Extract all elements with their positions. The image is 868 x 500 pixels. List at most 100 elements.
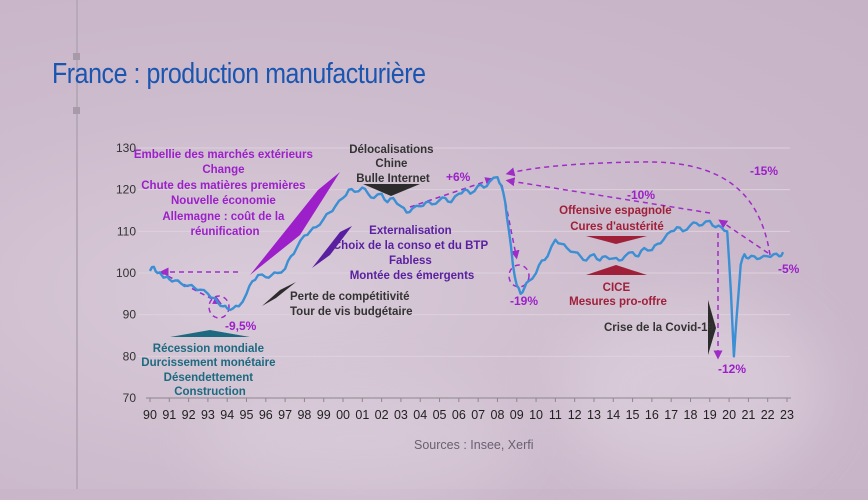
x-tick-label: 05 [433,408,447,422]
decorative-marker [73,107,80,114]
x-tick-label: 09 [510,408,524,422]
x-tick-label: 10 [529,408,543,422]
arrow-cice [586,265,647,275]
pct-label-15: -15% [750,164,778,178]
x-tick-label: 12 [568,408,582,422]
x-tick-label: 90 [143,408,157,422]
svg-text:Crise de la Covid-19: Crise de la Covid-19 [604,322,714,334]
x-tick-label: 01 [355,408,369,422]
pct-label-19: -19% [510,294,538,308]
y-tick-label: 80 [123,349,137,363]
annotation-embellie: Change [202,164,244,176]
series-line [148,176,785,358]
pct-label-6: +6% [446,170,471,184]
annotation-delocalisations: Chine [375,158,407,170]
x-tick-label: 97 [278,408,292,422]
pct-label-9-5: -9,5% [225,319,257,333]
y-tick-label: 120 [116,183,136,197]
annotation-cice: Mesures pro-offre [569,296,667,308]
x-tick-label: 08 [491,408,505,422]
dash-circle-9-5 [208,295,230,319]
svg-text:CICE Mesures pro-offre: CICE Mesures pro-offre [569,282,667,308]
svg-text:Perte de compétitivité Tou: Perte de compétitivité Tour de vis budgé… [290,291,413,318]
annotation-externalisation: Fabless [389,255,432,267]
annotation-embellie: Allemagne : coût de la [162,211,285,223]
dash-guide-10a [505,177,711,214]
x-tick-label: 99 [317,408,331,422]
background-blob [560,300,820,480]
arrow-offensive [586,236,647,244]
annotation-embellie: Nouvelle économie [171,195,276,207]
pct-label-5: -5% [778,262,800,276]
decorative-marker [73,53,80,60]
x-tick-label: 00 [336,408,350,422]
annotation-embellie: réunification [190,226,259,238]
x-tick-label: 17 [664,408,678,422]
annotation-offensive: Cures d'austérité [570,221,664,233]
x-tick-label: 92 [182,408,196,422]
x-tick-label: 02 [375,408,389,422]
x-tick-label: 96 [259,408,273,422]
x-tick-label: 91 [162,408,176,422]
annotation-covid: Crise de la Covid-19 [604,322,714,334]
x-tick-label: 19 [703,408,717,422]
annotation-delocalisations: Délocalisations [349,144,433,156]
x-tick-label: 14 [606,408,620,422]
annotation-embellie: Embellie des marchés extérieurs [134,149,313,161]
x-tick-label: 06 [452,408,466,422]
y-tick-label: 70 [123,391,137,405]
annotation-offensive: Offensive espagnole [559,205,671,217]
wedge-perte [262,282,296,306]
annotation-perte: Tour de vis budgétaire [290,306,412,318]
x-tick-label: 93 [201,408,215,422]
svg-text:Délocalisations Chine: Délocalisations Chine Bulle Internet [349,144,437,185]
dash-circle-19 [508,264,530,288]
annotation-externalisation: Choix de la conso et du BTP [333,240,489,252]
x-tick-label: 03 [394,408,408,422]
pct-label-12: -12% [718,362,746,376]
annotation-recession: Désendettement [164,372,254,384]
annotation-recession: Récession mondiale [153,343,264,355]
x-tick-label: 15 [626,408,640,422]
x-tick-label: 13 [587,408,601,422]
x-tick-label: 11 [549,408,562,422]
x-tick-label: 22 [761,408,775,422]
wedge-externalisation [312,226,352,268]
svg-text:Embellie des marchés extérieur: Embellie des marchés extérieurs Change C… [134,149,316,238]
wedge-embellie [250,172,340,275]
dash-guide-9-5 [159,271,222,305]
pct-label-10: -10% [627,188,655,202]
x-tick-label: 98 [297,408,311,422]
x-tick-label: 07 [471,408,485,422]
annotation-perte: Perte de compétitivité [290,291,410,303]
y-tick-label: 110 [117,224,136,238]
svg-text:Offensive espagnole Cures: Offensive espagnole Cures d'austérité [559,205,675,233]
x-tick-label: 04 [413,408,427,422]
x-tick-label: 95 [240,408,254,422]
decorative-vertical-line [76,0,78,489]
background-blob [200,380,520,500]
annotation-externalisation: Externalisation [369,225,451,237]
arrow-recession [170,330,250,337]
y-tick-label: 130 [116,141,136,155]
dash-guide-10b [718,219,769,254]
svg-text:Récession mondiale Durciss: Récession mondiale Durcissement monétair… [141,343,278,398]
annotation-recession: Durcissement monétaire [141,357,275,369]
x-tick-label: 20 [722,408,736,422]
page-title: France : production manufacturière [52,58,426,90]
x-tick-label: 18 [684,408,698,422]
annotation-recession: Construction [174,386,246,398]
x-tick-label: 23 [780,408,794,422]
x-tick-label: 16 [645,408,659,422]
svg-text:Externalisation Choix de l: Externalisation Choix de la conso et du … [333,225,491,282]
x-tick-label: 94 [220,408,234,422]
annotation-externalisation: Montée des émergents [350,270,475,282]
annotation-cice: CICE [603,282,631,294]
annotation-delocalisations: Bulle Internet [356,173,430,185]
source-note: Sources : Insee, Xerfi [414,438,534,452]
arrow-delocalisations [363,184,420,196]
annotation-embellie: Chute des matières premières [141,180,305,192]
y-tick-label: 90 [123,308,137,322]
y-tick-label: 100 [116,266,136,280]
